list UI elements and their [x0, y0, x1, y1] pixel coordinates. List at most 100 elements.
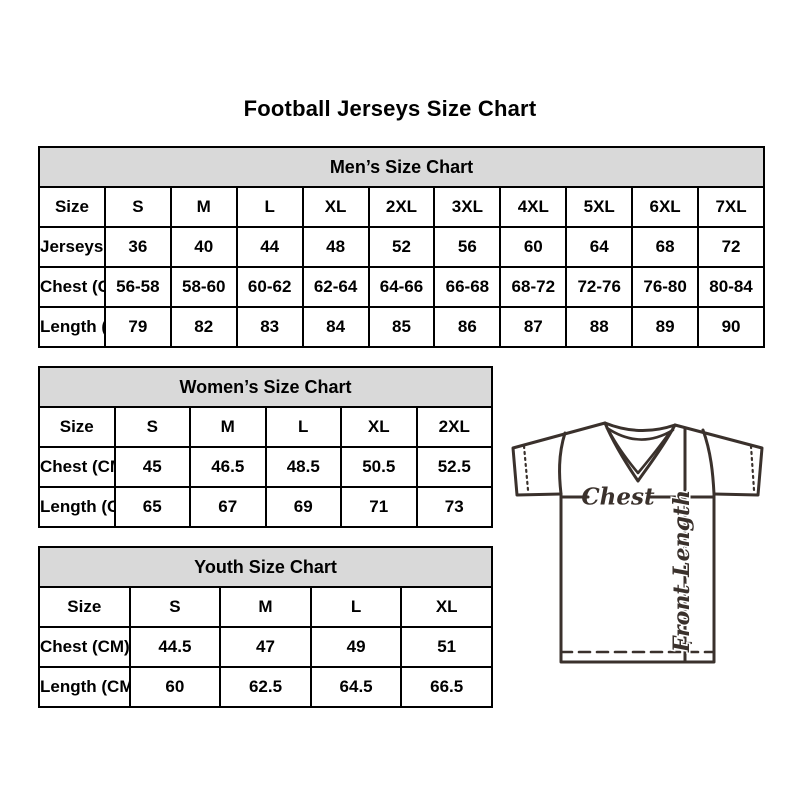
value-cell: 2XL: [367, 186, 436, 228]
value-cell: S: [103, 186, 172, 228]
value-cell: 66.5: [400, 666, 493, 708]
value-cell: XL: [400, 586, 493, 628]
value-cell: 58-60: [169, 266, 238, 308]
value-cell: XL: [340, 406, 418, 448]
table-row: Size S M L XL 2XL: [38, 406, 493, 448]
jersey-right-sleeve-outline: [673, 423, 764, 497]
value-cell: M: [219, 586, 312, 628]
table-row: Jerseys Size36404448525660646872: [38, 226, 765, 268]
value-cell: 79: [103, 306, 172, 348]
value-cell: 52.5: [415, 446, 493, 488]
value-cell: 65: [113, 486, 191, 528]
value-cell: 3XL: [433, 186, 502, 228]
value-cell: 50.5: [340, 446, 418, 488]
row-label-cell: Length (CM): [38, 486, 116, 528]
value-cell: 62.5: [219, 666, 312, 708]
value-cell: 86: [433, 306, 502, 348]
jersey-left-cuff-stitch: [522, 444, 530, 492]
value-cell: 56: [433, 226, 502, 268]
table-header: Youth Size Chart: [38, 546, 493, 588]
value-cell: 72: [697, 226, 765, 268]
value-cell: 6XL: [631, 186, 700, 228]
value-cell: 64-66: [367, 266, 436, 308]
value-cell: M: [189, 406, 267, 448]
value-cell: 56-58: [103, 266, 172, 308]
value-cell: 73: [415, 486, 493, 528]
value-cell: 4XL: [499, 186, 568, 228]
value-cell: 85: [367, 306, 436, 348]
value-cell: S: [128, 586, 222, 628]
value-cell: L: [309, 586, 403, 628]
value-cell: 72-76: [565, 266, 634, 308]
row-label-cell: Length (CM): [38, 306, 106, 348]
chest-label: Chest: [581, 484, 655, 511]
value-cell: 44: [235, 226, 304, 268]
row-label-cell: Size: [38, 406, 116, 448]
jersey-right-cuff-stitch: [749, 444, 756, 492]
row-label-cell: Size: [38, 186, 106, 228]
table-row: Size S M L XL 2XL 3XL 4XL 5XL 6XL 7XL: [38, 186, 765, 228]
value-cell: 71: [340, 486, 418, 528]
row-label-cell: Chest (CM): [38, 626, 131, 668]
value-cell: 64: [565, 226, 634, 268]
jersey-body-outline: [559, 492, 716, 664]
value-cell: 47: [219, 626, 312, 668]
value-cell: 48: [301, 226, 370, 268]
table-row: Chest (CM) 44.5 47 49 51: [38, 626, 493, 668]
jersey-vneck-inner: [607, 429, 672, 475]
jersey-collar-back-inner: [605, 426, 675, 441]
value-cell: 51: [400, 626, 493, 668]
table-row: Size S M L XL: [38, 586, 493, 628]
value-cell: S: [113, 406, 191, 448]
value-cell: 88: [565, 306, 634, 348]
value-cell: 60: [128, 666, 222, 708]
value-cell: 76-80: [631, 266, 700, 308]
jersey-left-seam: [558, 431, 567, 496]
value-cell: 89: [631, 306, 700, 348]
value-cell: 83: [235, 306, 304, 348]
value-cell: 40: [169, 226, 238, 268]
value-cell: 7XL: [697, 186, 765, 228]
value-cell: 69: [264, 486, 342, 528]
value-cell: XL: [301, 186, 370, 228]
value-cell: 90: [697, 306, 765, 348]
row-label-cell: Size: [38, 586, 131, 628]
value-cell: 52: [367, 226, 436, 268]
row-label-cell: Jerseys Size: [38, 226, 106, 268]
value-cell: 62-64: [301, 266, 370, 308]
value-cell: 66-68: [433, 266, 502, 308]
front-length-label: Front Length: [669, 490, 695, 653]
value-cell: 82: [169, 306, 238, 348]
value-cell: 2XL: [415, 406, 493, 448]
value-cell: 60: [499, 226, 568, 268]
size-table: Men’s Size Chart Size S M L XL 2XL 3XL 4XL 5XL 6XL…: [38, 146, 765, 348]
value-cell: 87: [499, 306, 568, 348]
size-table: Youth Size Chart Size S M L XL Chest (CM) 44.5 4…: [38, 546, 493, 708]
value-cell: 84: [301, 306, 370, 348]
value-cell: 46.5: [189, 446, 267, 488]
value-cell: M: [169, 186, 238, 228]
value-cell: 68: [631, 226, 700, 268]
jersey-measurement-diagram: Chest Front Length: [511, 421, 764, 664]
jersey-collar-back-outer: [603, 421, 677, 433]
table-header: Men’s Size Chart: [38, 146, 765, 188]
value-cell: L: [264, 406, 342, 448]
jersey-right-seam: [701, 428, 716, 496]
mens-size-table: Men’s Size Chart Size S M L XL 2XL 3XL 4XL 5XL 6XL…: [38, 146, 765, 348]
jersey-left-sleeve-outline: [511, 421, 607, 497]
value-cell: 36: [103, 226, 172, 268]
value-cell: 68-72: [499, 266, 568, 308]
value-cell: L: [235, 186, 304, 228]
value-cell: 64.5: [309, 666, 403, 708]
value-cell: 67: [189, 486, 267, 528]
value-cell: 45: [113, 446, 191, 488]
value-cell: 49: [309, 626, 403, 668]
table-row: Length (CM) 60 62.5 64.5 66.5: [38, 666, 493, 708]
value-cell: 80-84: [697, 266, 765, 308]
